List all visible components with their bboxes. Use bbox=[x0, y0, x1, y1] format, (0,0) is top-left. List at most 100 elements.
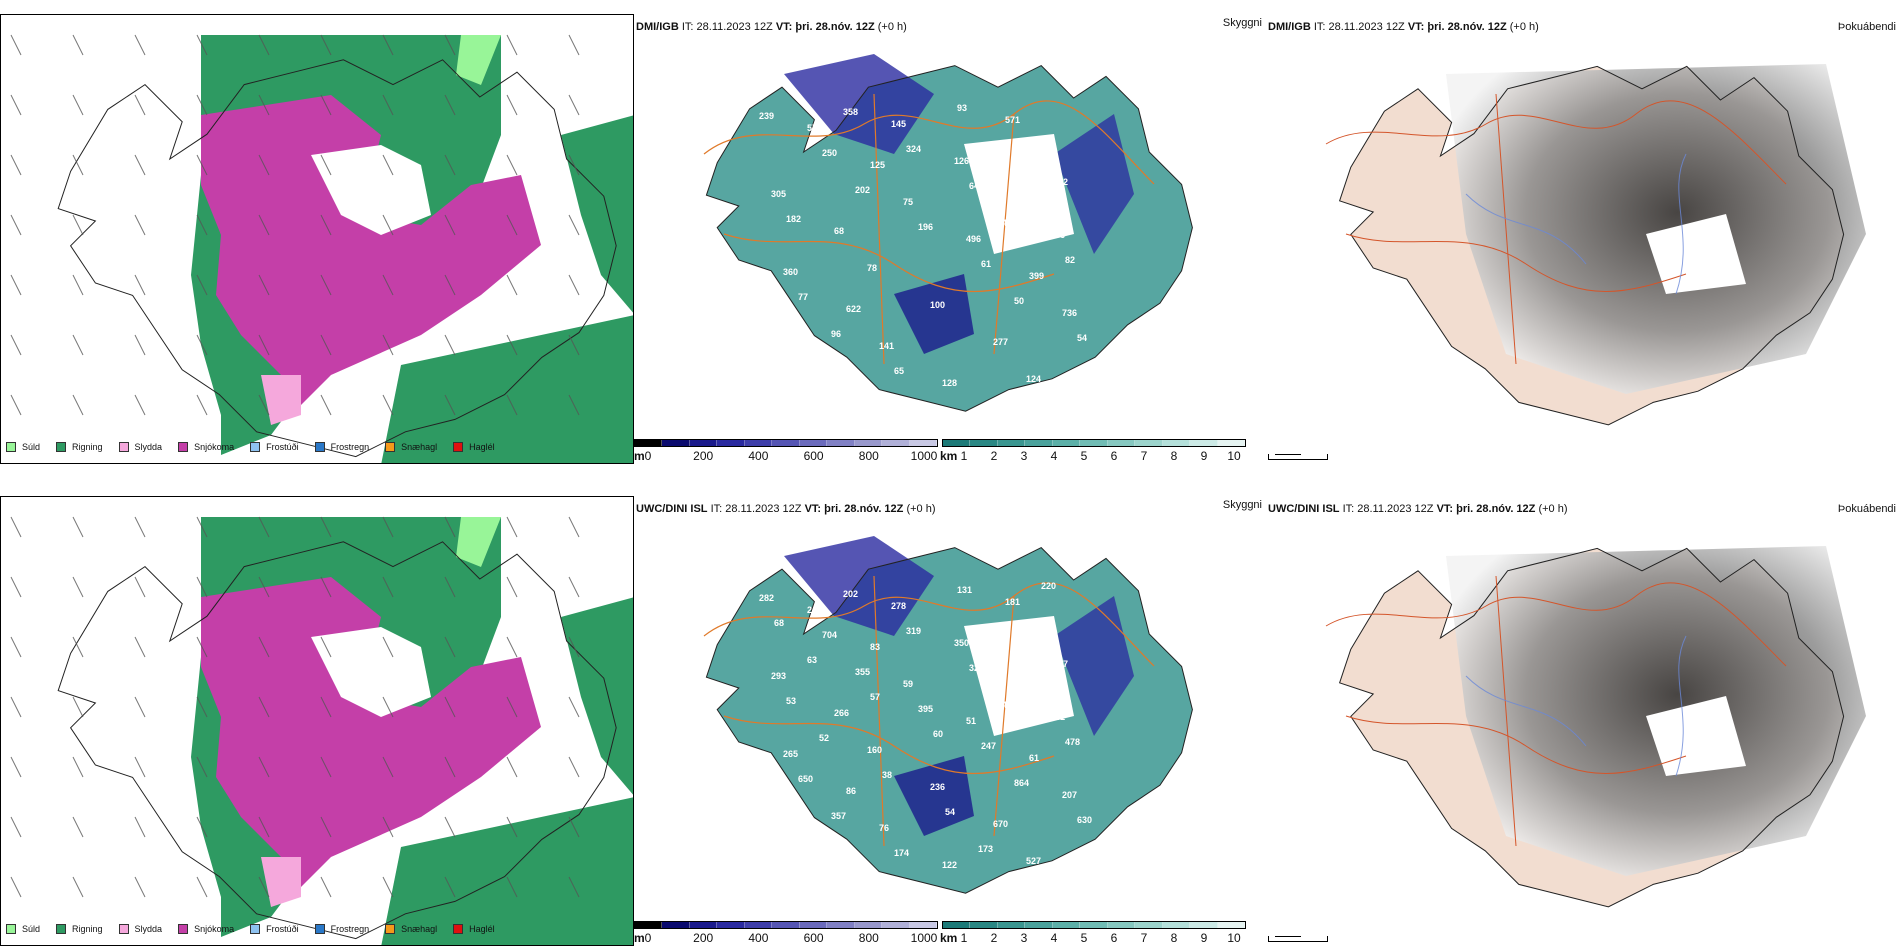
visibility-value-label: 88 bbox=[795, 827, 805, 837]
visibility-value-label: 64 bbox=[744, 86, 754, 96]
visibility-value-label: 357 bbox=[831, 811, 846, 821]
colorbar-tick: 2 bbox=[990, 449, 998, 463]
precip-legend: Súld Rigning Slydda Snjókoma Frostúði Frostre… bbox=[6, 924, 511, 934]
visibility-km-unit: km bbox=[940, 449, 958, 463]
visibility-value-label: 236 bbox=[930, 782, 945, 792]
legend-label: Súld bbox=[22, 442, 41, 452]
visibility-value-label: 200 bbox=[990, 622, 1005, 632]
colorbar-tick: 1000 bbox=[910, 449, 938, 463]
visibility-value-label: 258 bbox=[1017, 675, 1032, 685]
legend-swatch bbox=[6, 924, 16, 934]
visibility-value-label: 266 bbox=[834, 708, 849, 718]
colorbar-tick: 6 bbox=[1110, 931, 1118, 945]
visibility-map: 66 240 83 59 51 61 207 88 87 278 350 258 341 265 86 76 1… bbox=[634, 516, 1268, 916]
colorbar-tick: 0 bbox=[644, 449, 652, 463]
init-time: 28.11.2023 12Z bbox=[1328, 21, 1405, 33]
visibility-value-label: 128 bbox=[942, 378, 957, 388]
visibility-panel: UWC/DINI ISL IT: 28.11.2023 12Z VT: þri.… bbox=[634, 496, 1268, 948]
legend-swatch bbox=[178, 924, 189, 934]
colorbar-tick: 5 bbox=[1080, 449, 1088, 463]
valid-label: VT: bbox=[804, 503, 822, 515]
init-time: 28.11.2023 12Z bbox=[696, 21, 773, 33]
visibility-value-label: 61 bbox=[981, 259, 991, 269]
colorbar-tick: 1000 bbox=[910, 931, 938, 945]
legend-swatch bbox=[314, 924, 325, 934]
visibility-value-label: 670 bbox=[993, 819, 1008, 829]
legend-item-3: Snjókoma bbox=[178, 442, 234, 452]
legend-swatch bbox=[118, 924, 129, 934]
legend-label: Rigning bbox=[72, 924, 103, 934]
valid-time: þri. 28.nóv. 12Z bbox=[1427, 21, 1507, 33]
colorbar-tick: 1 bbox=[960, 931, 968, 945]
init-time: 28.11.2023 12Z bbox=[725, 503, 802, 515]
init-label: IT: bbox=[1313, 21, 1326, 33]
visibility-value-label: 202 bbox=[843, 589, 858, 599]
visibility-value-label: 124 bbox=[1026, 374, 1041, 384]
visibility-value-label: 239 bbox=[759, 111, 774, 121]
visibility-value-label: 145 bbox=[891, 119, 906, 129]
fog-map bbox=[1266, 34, 1900, 454]
precip-map-graphic bbox=[10, 516, 633, 945]
visibility-value-label: 360 bbox=[783, 267, 798, 277]
colorbar-tick: 7 bbox=[1140, 931, 1148, 945]
visibility-value-label: 650 bbox=[798, 774, 813, 784]
visibility-value-label: 277 bbox=[993, 337, 1008, 347]
legend-item-5: Frostregn bbox=[314, 924, 369, 934]
colorbar-tick: 200 bbox=[693, 449, 714, 463]
model-name: DMI/IGB bbox=[636, 21, 679, 33]
legend-item-1: Rigning bbox=[56, 924, 103, 934]
colorbar-tick: 400 bbox=[748, 449, 769, 463]
legend-item-7: Haglél bbox=[453, 924, 495, 934]
visibility-value-label: 282 bbox=[759, 593, 774, 603]
colorbar-tick: 7 bbox=[1140, 449, 1148, 463]
legend-item-4: Frostúði bbox=[250, 442, 299, 452]
visibility-value-label: 736 bbox=[1062, 308, 1077, 318]
legend-item-0: Súld bbox=[6, 442, 40, 452]
fog-panel-title: Þokuábendi bbox=[1837, 21, 1896, 33]
colorbar-tick: 8 bbox=[1170, 449, 1178, 463]
visibility-value-label: 305 bbox=[771, 189, 786, 199]
visibility-value-label: 60 bbox=[933, 729, 943, 739]
fog-panel-header: UWC/DINI ISL IT: 28.11.2023 12Z VT: þri.… bbox=[1268, 502, 1568, 516]
fog-panel: DMI/IGB IT: 28.11.2023 12Z VT: þri. 28.n… bbox=[1266, 14, 1900, 466]
visibility-value-label: 100 bbox=[930, 300, 945, 310]
legend-label: Snjókoma bbox=[194, 442, 235, 452]
visibility-value-label: 76 bbox=[879, 823, 889, 833]
visibility-value-label: 206 bbox=[1038, 634, 1053, 644]
visibility-value-label: 406 bbox=[795, 345, 810, 355]
colorbar-tick: 600 bbox=[803, 931, 824, 945]
visibility-value-label: 265 bbox=[783, 749, 798, 759]
visibility-m-unit: m bbox=[634, 931, 645, 945]
visibility-value-label: 83 bbox=[870, 642, 880, 652]
colorbar-tick: 4 bbox=[1050, 449, 1058, 463]
visibility-value-label: 130 bbox=[1017, 193, 1032, 203]
visibility-value-label: 125 bbox=[870, 160, 885, 170]
fog-panel: UWC/DINI ISL IT: 28.11.2023 12Z VT: þri.… bbox=[1266, 496, 1900, 948]
visibility-value-label: 202 bbox=[855, 185, 870, 195]
legend-label: Haglél bbox=[469, 442, 495, 452]
valid-label: VT: bbox=[1407, 21, 1425, 33]
visibility-value-label: 141 bbox=[879, 341, 894, 351]
visibility-value-label: 250 bbox=[822, 148, 837, 158]
legend-item-3: Snjókoma bbox=[178, 924, 234, 934]
colorbar-tick: 10 bbox=[1227, 449, 1241, 463]
visibility-value-label: 355 bbox=[855, 667, 870, 677]
legend-label: Slydda bbox=[134, 442, 163, 452]
visibility-value-label: 704 bbox=[822, 630, 837, 640]
valid-time: þri. 28.nóv. 12Z bbox=[795, 21, 875, 33]
visibility-value-label: 634 bbox=[810, 852, 825, 862]
legend-swatch bbox=[56, 442, 67, 452]
visibility-panel-header: DMI/IGB IT: 28.11.2023 12Z VT: þri. 28.n… bbox=[636, 20, 907, 34]
visibility-value-label: 324 bbox=[906, 144, 921, 154]
legend-item-2: Slydda bbox=[118, 442, 163, 452]
visibility-value-label: 148 bbox=[810, 370, 825, 380]
colorbar-tick: 600 bbox=[803, 449, 824, 463]
colorbar-tick: 800 bbox=[858, 931, 879, 945]
visibility-m-colorbar bbox=[634, 921, 938, 929]
lead-time: (+0 h) bbox=[906, 503, 936, 515]
visibility-value-label: 182 bbox=[786, 214, 801, 224]
visibility-value-label: 319 bbox=[906, 626, 921, 636]
visibility-value-label: 463 bbox=[1002, 218, 1017, 228]
visibility-value-label: 247 bbox=[981, 741, 996, 751]
visibility-value-label: 496 bbox=[966, 234, 981, 244]
